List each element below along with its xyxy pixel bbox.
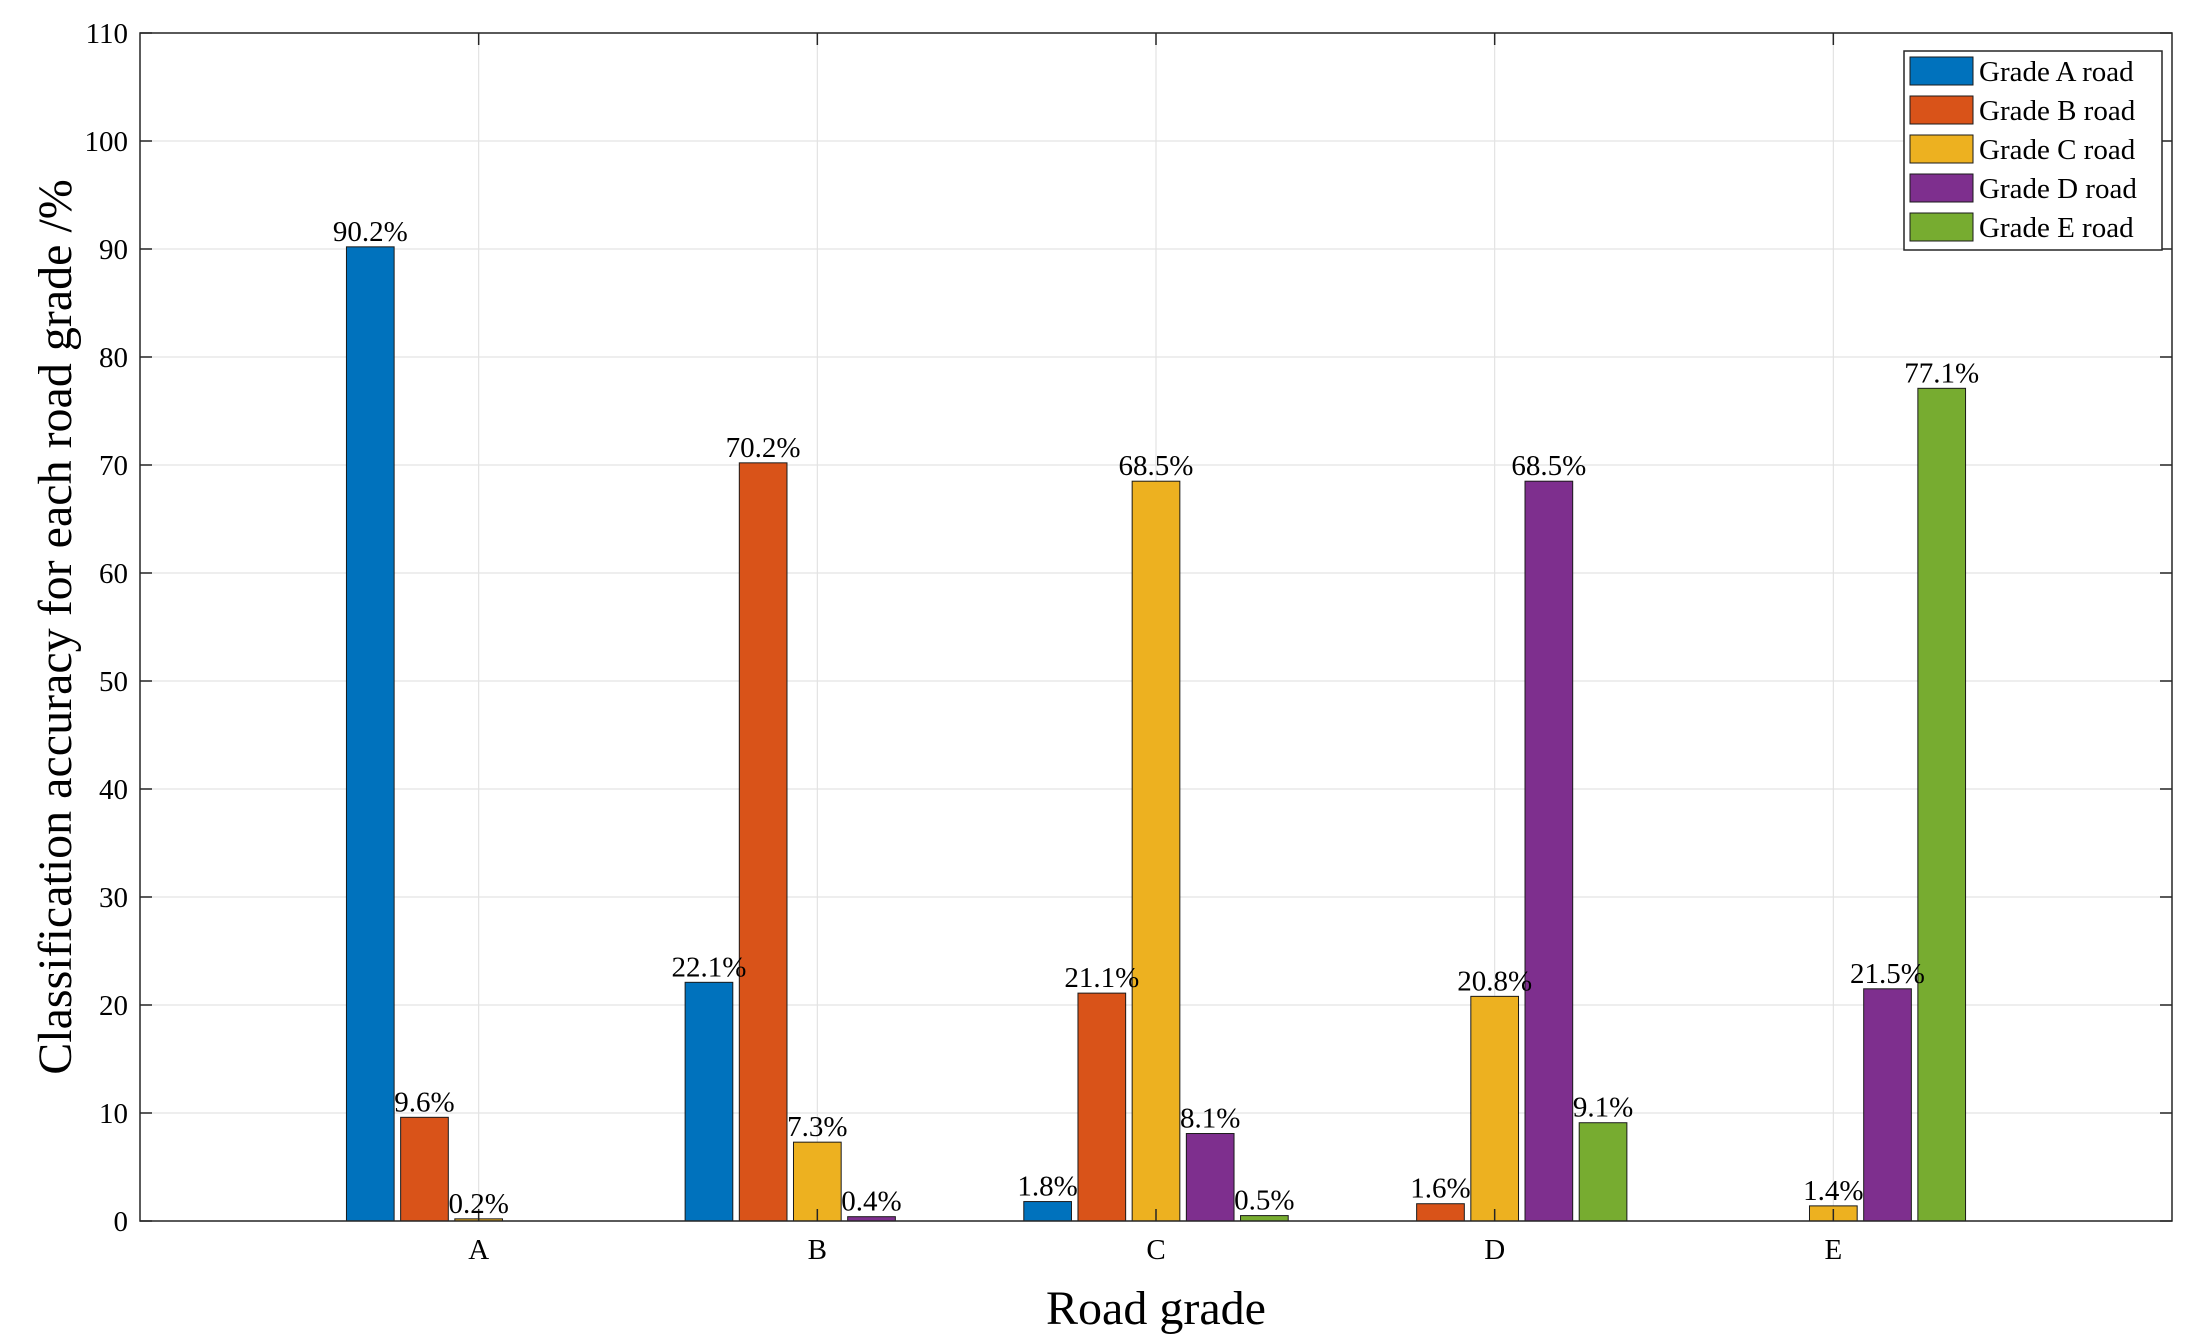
y-tick-label: 20 [99, 990, 128, 1022]
data-label: 1.4% [1803, 1175, 1863, 1207]
legend-entry: Grade A road [1979, 56, 2134, 88]
legend-swatch [1909, 173, 1974, 203]
bar-grade-d-road-c [1185, 1133, 1235, 1222]
legend-entry: Grade B road [1979, 95, 2136, 127]
x-axis-title: Road grade [1046, 1282, 1266, 1335]
bar-grade-a-road-b [684, 981, 734, 1222]
data-label: 77.1% [1904, 357, 1979, 389]
x-tick-label: B [808, 1234, 827, 1266]
data-label: 20.8% [1457, 965, 1532, 997]
y-tick-label: 50 [99, 666, 128, 698]
data-label: 0.4% [841, 1186, 901, 1218]
y-tick-label: 60 [99, 558, 128, 590]
legend-swatch [1909, 95, 1974, 125]
bar-grade-a-road-c [1023, 1201, 1072, 1222]
bar-grade-d-road-e [1863, 988, 1912, 1222]
data-label: 22.1% [671, 951, 746, 983]
bar-grade-b-road-c [1077, 992, 1127, 1222]
data-label: 68.5% [1511, 450, 1586, 482]
bar-grade-c-road-c [1131, 480, 1181, 1222]
x-tick-label: C [1146, 1234, 1165, 1266]
y-tick-label: 30 [99, 882, 128, 914]
legend-entry: Grade D road [1979, 173, 2137, 205]
data-label: 68.5% [1119, 450, 1194, 482]
data-label: 0.2% [448, 1188, 508, 1220]
data-label: 8.1% [1180, 1103, 1240, 1135]
legend-swatch [1909, 134, 1974, 164]
data-label: 9.6% [394, 1086, 454, 1118]
y-tick-label: 90 [99, 234, 128, 266]
bar-grade-e-road-e [1917, 387, 1967, 1222]
x-tick-label: E [1824, 1234, 1842, 1266]
legend-entry: Grade E road [1979, 212, 2134, 244]
bar-grade-e-road-d [1578, 1122, 1628, 1222]
data-label: 1.8% [1017, 1171, 1077, 1203]
data-label: 7.3% [787, 1111, 847, 1143]
data-label: 90.2% [333, 216, 408, 248]
data-label: 0.5% [1234, 1185, 1294, 1217]
x-tick-label: A [468, 1234, 489, 1266]
y-tick-label: 80 [99, 342, 128, 374]
legend-swatch [1909, 56, 1974, 86]
legend-swatch [1909, 212, 1974, 242]
y-axis-title: Classification accuracy for each road gr… [29, 179, 82, 1075]
y-tick-label: 70 [99, 450, 128, 482]
axis-ticks: 0 10 20 30 40 50 60 70 80 90 100 110 A B C D E [85, 18, 2172, 1266]
x-tick-label: D [1484, 1234, 1505, 1266]
y-tick-label: 100 [85, 126, 129, 158]
data-label: 21.5% [1850, 958, 1925, 990]
y-tick-label: 10 [99, 1098, 128, 1130]
legend: Grade A road Grade B road Grade C road Grad… [1903, 50, 2163, 251]
data-label: 1.6% [1410, 1173, 1470, 1205]
bar-grade-d-road-d [1524, 480, 1574, 1222]
data-labels: 90.2% 22.1% 1.8% 9.6% 70.2% 21.1% 1.6% 0.2% 7.3%… [333, 216, 1979, 1220]
y-tick-label: 0 [114, 1206, 129, 1238]
bar-grade-b-road-b [738, 462, 788, 1222]
bar-grade-a-road-a [345, 246, 395, 1222]
bar-grade-b-road-a [400, 1116, 449, 1222]
bar-grade-b-road-d [1416, 1203, 1465, 1222]
bar-grade-c-road-d [1470, 995, 1520, 1222]
y-tick-label: 40 [99, 774, 128, 806]
data-label: 9.1% [1573, 1092, 1633, 1124]
data-label: 70.2% [726, 432, 801, 464]
bars [345, 246, 1967, 1222]
y-tick-label: 110 [86, 18, 128, 50]
data-label: 21.1% [1064, 962, 1139, 994]
legend-entry: Grade C road [1979, 134, 2136, 166]
